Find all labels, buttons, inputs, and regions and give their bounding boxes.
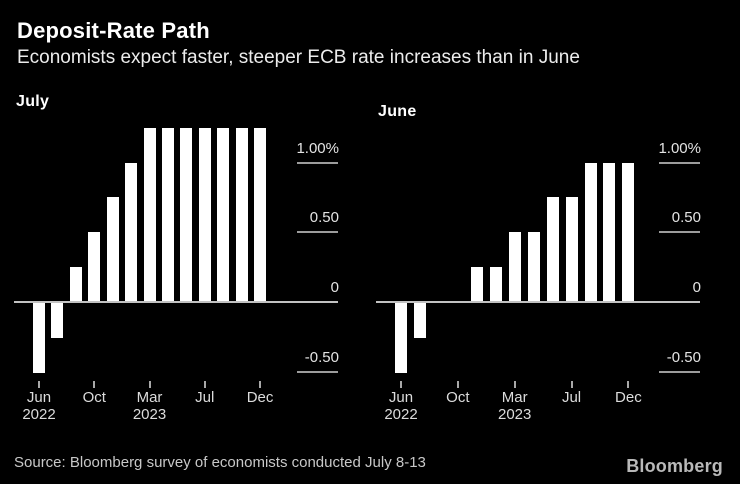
x-axis-label: Oct <box>62 389 126 406</box>
y-axis-label-1: 1.00% <box>658 139 701 157</box>
y-axis-label-0: 0 <box>692 279 701 296</box>
x-tick-mark <box>148 381 151 388</box>
x-axis-label-line: Mar <box>501 389 528 406</box>
y-gridline-1 <box>659 161 700 164</box>
chart-june: June 1.00% 0.50 0 -0.50 Jun 2022 Oct Mar 2023 Jul… <box>362 90 724 440</box>
bar-feb-2023 <box>489 267 502 302</box>
y-axis-label-0.5: 0.50 <box>309 209 339 227</box>
x-axis-label-line: Jul <box>561 389 582 406</box>
bar-sep-2022 <box>69 267 82 302</box>
x-axis-label-line: Jun <box>26 389 52 406</box>
x-axis-label-line: 2023 <box>498 406 532 423</box>
x-tick-mark <box>456 381 459 388</box>
x-axis-label: Jul <box>540 389 604 406</box>
x-axis-label-line: 2022 <box>384 406 418 423</box>
bloomberg-logo: Bloomberg <box>626 456 723 476</box>
x-axis-label-line: 2022 <box>22 406 56 423</box>
chart-june-label: June <box>378 103 417 120</box>
x-axis-label-line: Dec <box>615 389 642 406</box>
y-axis-label--0.5: -0.50 <box>304 348 339 366</box>
zero-axis-line <box>14 301 338 303</box>
bar-dec-2023 <box>622 162 635 302</box>
x-axis-label-line: Dec <box>246 389 274 406</box>
chart-july: July 1.00% 0.50 0 -0.50 Jun 2022 Oct Mar 2023 Jul… <box>0 90 362 440</box>
x-axis-label: Mar 2023 <box>483 389 547 423</box>
bar-sep-2023 <box>217 127 230 302</box>
x-axis-label-line: 2023 <box>132 406 167 423</box>
x-axis-label: Mar 2023 <box>118 389 182 423</box>
x-axis-label-line: Mar <box>136 389 163 406</box>
x-axis-label: Jun 2022 <box>369 389 433 423</box>
x-tick-mark <box>400 381 402 388</box>
x-axis-label: Dec <box>228 389 292 406</box>
x-tick-mark <box>627 381 630 388</box>
bar-jun-2022 <box>33 303 45 373</box>
y-axis-label-1: 1.00% <box>296 139 339 157</box>
y-axis-label-0: 0 <box>330 279 339 296</box>
chart-july-label: July <box>16 93 50 110</box>
bar-mar-2023 <box>143 127 156 302</box>
source-note: Source: Bloomberg survey of economists c… <box>14 454 426 471</box>
y-gridline--0.5 <box>659 370 700 373</box>
bar-dec-2022 <box>470 267 483 302</box>
x-axis-label-line: Jun <box>388 389 414 406</box>
x-tick-mark <box>570 381 573 388</box>
x-axis-label-line: Jul <box>195 389 215 406</box>
y-gridline-0.5 <box>297 231 338 234</box>
bar-dec-2022 <box>106 197 119 302</box>
x-tick-mark <box>203 381 206 388</box>
bar-jul-2022 <box>413 303 426 338</box>
page-subtitle: Economists expect faster, steeper ECB ra… <box>17 47 580 68</box>
bar-oct-2022 <box>88 232 101 302</box>
y-axis-label--0.5: -0.50 <box>666 348 701 366</box>
bar-jul-2023 <box>565 197 578 302</box>
x-axis-label-line: Oct <box>82 389 106 406</box>
bar-oct-2023 <box>235 127 248 302</box>
x-tick-mark <box>93 381 96 388</box>
bar-may-2023 <box>527 232 540 302</box>
x-axis-label: Oct <box>426 389 490 406</box>
y-axis-label-0.5: 0.50 <box>671 209 701 227</box>
bar-dec-2023 <box>254 127 267 302</box>
y-gridline-0.5 <box>659 231 700 234</box>
bar-jun-2023 <box>180 127 193 302</box>
x-tick-mark <box>513 381 516 388</box>
bar-mar-2023 <box>508 232 521 302</box>
bar-feb-2023 <box>125 162 138 302</box>
bar-sep-2023 <box>584 162 597 302</box>
bar-oct-2023 <box>603 162 616 302</box>
x-axis-label: Jul <box>173 389 237 406</box>
x-axis-label: Jun 2022 <box>7 389 71 423</box>
bar-jun-2022 <box>395 303 407 373</box>
zero-axis-line <box>376 301 700 303</box>
x-tick-mark <box>259 381 262 388</box>
bar-jun-2023 <box>546 197 559 302</box>
bar-jul-2023 <box>198 127 211 302</box>
bar-may-2023 <box>161 127 174 302</box>
x-tick-mark <box>38 381 40 388</box>
x-axis-label-line: Oct <box>446 389 470 406</box>
y-gridline--0.5 <box>297 370 338 373</box>
x-axis-label: Dec <box>596 389 660 406</box>
page-title: Deposit-Rate Path <box>17 18 210 43</box>
y-gridline-1 <box>297 161 338 164</box>
bar-jul-2022 <box>51 303 64 338</box>
